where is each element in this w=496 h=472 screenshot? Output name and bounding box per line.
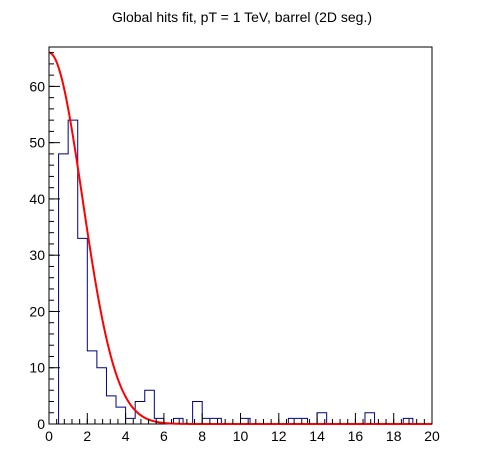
- x-tick-label: 20: [424, 428, 440, 444]
- x-tick-label: 14: [309, 428, 325, 444]
- x-tick-label: 16: [348, 428, 364, 444]
- x-tick-label: 18: [386, 428, 402, 444]
- x-tick-label: 0: [45, 428, 53, 444]
- y-tick-label: 60: [29, 78, 45, 94]
- histogram-bin: [78, 238, 88, 424]
- y-tick-label: 0: [37, 416, 45, 432]
- histogram-bin: [87, 351, 97, 424]
- y-tick-label: 50: [29, 135, 45, 151]
- x-tick-label: 2: [83, 428, 91, 444]
- chart-title: Global hits fit, pT = 1 TeV, barrel (2D …: [112, 9, 372, 25]
- histogram: [49, 119, 432, 425]
- y-tick-label: 40: [29, 191, 45, 207]
- y-axis: 0 10 20 30 40 50 60: [29, 52, 60, 432]
- y-tick-label: 30: [29, 247, 45, 263]
- y-tick-label: 10: [29, 360, 45, 376]
- x-tick-label: 6: [160, 428, 168, 444]
- x-tick-label: 10: [233, 428, 249, 444]
- histogram-bin: [106, 396, 116, 424]
- y-tick-label: 20: [29, 303, 45, 319]
- x-axis: 0 2 4 6 8 10 12 14 16 18 20: [45, 413, 440, 444]
- histogram-bin: [365, 413, 375, 424]
- x-tick-label: 4: [122, 428, 130, 444]
- x-tick-label: 12: [271, 428, 287, 444]
- histogram-bin: [59, 154, 69, 424]
- histogram-bin: [97, 368, 107, 424]
- histogram-bin: [68, 120, 78, 424]
- x-tick-label: 8: [198, 428, 206, 444]
